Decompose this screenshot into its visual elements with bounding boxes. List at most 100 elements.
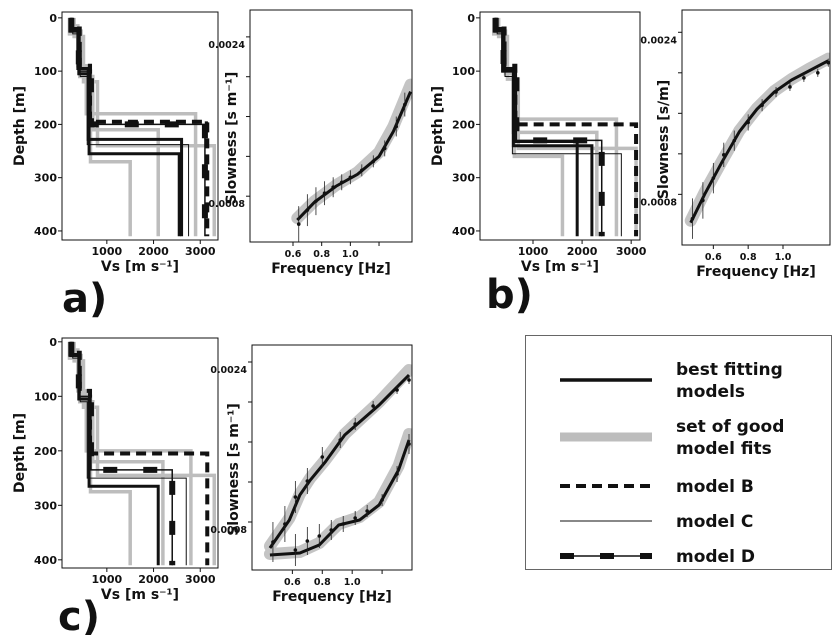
observed-point — [338, 438, 343, 442]
plot-area — [263, 364, 412, 566]
x-axis-label: Frequency [Hz] — [696, 264, 815, 280]
observed-point — [701, 198, 705, 203]
observed-point — [774, 90, 778, 94]
series-line-d — [68, 341, 176, 566]
series-line-best — [269, 439, 411, 557]
x-axis-label: Vs [m s⁻¹] — [101, 259, 179, 275]
y-tick-label: 400 — [34, 225, 57, 238]
observed-point — [802, 76, 806, 80]
observed-point — [711, 176, 716, 180]
legend-label: model B — [676, 477, 754, 497]
x-tick-label: 0.6 — [705, 252, 722, 263]
plot-area — [67, 341, 217, 566]
x-tick-label: 0.6 — [284, 577, 301, 588]
observed-point — [348, 175, 353, 180]
x-axis-label: Vs [m s⁻¹] — [521, 259, 599, 275]
observed-point — [305, 208, 310, 212]
y-tick-label: 400 — [34, 554, 57, 567]
plot-frame — [681, 9, 831, 246]
plot-frame — [251, 344, 413, 571]
observed-point — [788, 85, 792, 89]
observed-point — [353, 516, 357, 520]
observed-point — [365, 509, 369, 513]
series-line-d — [492, 17, 605, 237]
y-axis-label: Slowness [s m⁻¹] — [224, 72, 240, 205]
observed-point — [271, 540, 275, 544]
legend-label: model C — [676, 512, 753, 532]
x-tick-label: 0.8 — [313, 249, 330, 260]
observed-point — [320, 455, 325, 459]
observed-point — [341, 522, 346, 526]
x-tick-label: 1000 — [92, 573, 123, 586]
y-tick-label: 100 — [452, 65, 475, 78]
observed-point — [322, 191, 327, 196]
plot-area — [491, 17, 639, 237]
y-tick-label: 0.0024 — [640, 35, 677, 46]
series-line-best — [689, 59, 829, 224]
observed-point — [314, 199, 318, 203]
observed-point — [826, 60, 830, 65]
y-tick-label: 400 — [452, 225, 475, 238]
y-axis-label: Slowness [s/m] — [656, 80, 672, 199]
observed-point — [317, 534, 322, 538]
panel-label: a) — [62, 276, 107, 322]
y-tick-label: 0.0008 — [208, 199, 245, 210]
series-line-b — [69, 341, 210, 566]
y-tick-label: 100 — [34, 390, 57, 403]
y-axis-label: Slowness [s m⁻¹] — [226, 403, 242, 536]
x-tick-label: 1.0 — [342, 249, 359, 260]
observed-point — [746, 120, 750, 125]
legend-box — [525, 335, 832, 570]
observed-point — [395, 472, 399, 476]
observed-point — [305, 539, 310, 543]
y-tick-label: 0 — [49, 12, 57, 25]
observed-point — [382, 146, 387, 151]
plot-frame — [249, 9, 413, 243]
observed-point — [339, 180, 344, 185]
y-axis-label: Depth [m] — [12, 86, 28, 166]
observed-point — [329, 528, 334, 532]
legend-label: best fitting — [676, 360, 783, 380]
y-tick-label: 0.0008 — [210, 525, 247, 536]
series-line-best — [268, 373, 411, 549]
legend-label: model fits — [676, 439, 772, 459]
y-tick-label: 0 — [467, 12, 475, 25]
plot-frame — [61, 337, 219, 569]
y-tick-label: 300 — [34, 172, 57, 185]
series-line-c — [72, 17, 190, 237]
observed-point — [331, 185, 335, 190]
legend-label: set of good — [676, 417, 784, 437]
series-line-c — [72, 341, 187, 566]
observed-point — [293, 495, 298, 499]
panel-label: c) — [58, 594, 100, 635]
plot-area — [291, 78, 412, 242]
plot-frame — [61, 11, 219, 241]
legend-label: models — [676, 382, 745, 402]
observed-point — [690, 216, 695, 221]
observed-point — [760, 103, 764, 108]
y-tick-label: 0 — [49, 336, 57, 349]
x-tick-label: 0.8 — [314, 577, 331, 588]
observed-point — [395, 388, 399, 392]
observed-point — [360, 168, 364, 173]
observed-point — [371, 404, 375, 408]
x-tick-label: 0.8 — [740, 252, 757, 263]
y-axis-label: Depth [m] — [12, 413, 28, 493]
series-line-band — [291, 78, 412, 225]
x-tick-label: 1000 — [92, 245, 123, 258]
observed-point — [305, 479, 310, 483]
y-axis-label: Depth [m] — [430, 86, 446, 166]
series-line-band — [263, 428, 412, 560]
plot-area — [67, 17, 217, 237]
x-tick-label: 1.0 — [344, 577, 361, 588]
x-tick-label: 3000 — [616, 245, 647, 258]
x-axis-label: Frequency [Hz] — [271, 261, 390, 277]
plot-frame — [479, 11, 641, 241]
observed-point — [353, 422, 357, 426]
panel-label: b) — [486, 272, 533, 318]
observed-point — [816, 71, 820, 75]
observed-point — [403, 102, 407, 107]
observed-point — [407, 442, 411, 446]
series-line-d — [494, 17, 603, 237]
